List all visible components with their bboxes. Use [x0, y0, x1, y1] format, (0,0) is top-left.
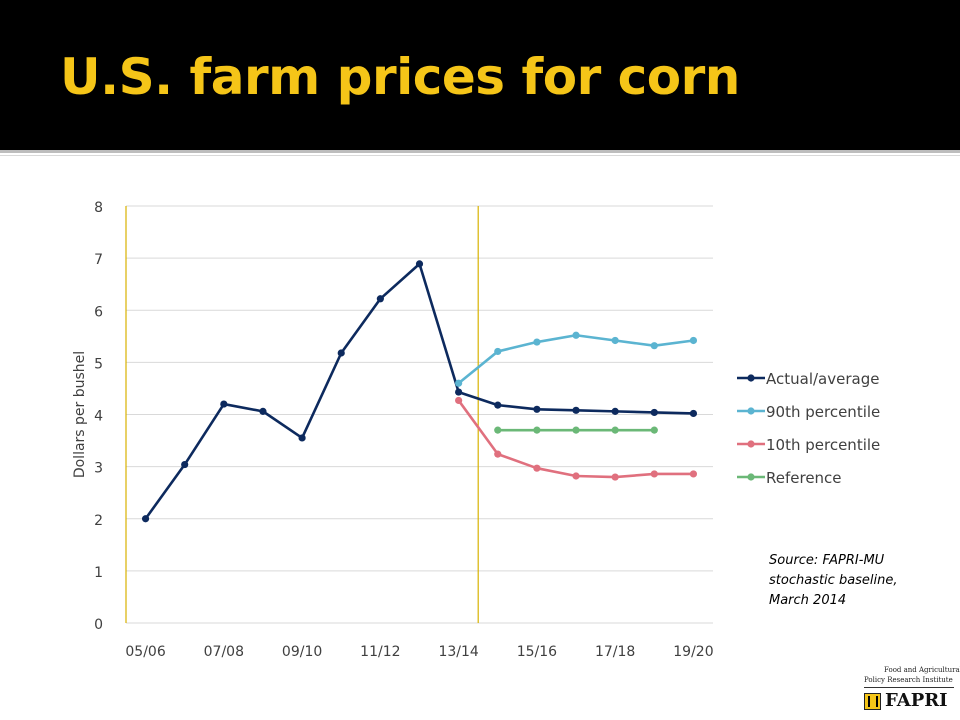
title-divider: [0, 150, 960, 153]
data-point-actual-average: [259, 407, 267, 415]
data-point-actual-average: [650, 408, 658, 417]
y-tick-label: 0: [94, 617, 103, 633]
legend-marker-10th-percentile: [747, 440, 755, 448]
legend-label-90th-percentile: 90th percentile: [766, 403, 880, 421]
legend-label-actual-average: Actual/average: [766, 370, 879, 388]
y-tick-label: 1: [94, 565, 103, 581]
series-line-actual-average: [144, 262, 694, 520]
data-point-10th-percentile: [494, 450, 502, 458]
x-tick-label: 09/10: [282, 644, 322, 660]
data-point-actual-average: [220, 400, 228, 408]
y-tick-label: 2: [94, 513, 103, 529]
data-point-actual-average: [181, 460, 189, 469]
data-point-reference: [494, 426, 502, 434]
title-divider-thin: [0, 155, 960, 156]
slide-title: U.S. farm prices for corn: [60, 48, 740, 106]
y-tick-label: 8: [94, 200, 103, 216]
legend-label-reference: Reference: [766, 469, 842, 487]
x-tick-label: 05/06: [125, 644, 165, 660]
data-point-actual-average: [611, 407, 619, 415]
source-note: Source: FAPRI-MU stochastic baseline, Ma…: [769, 553, 898, 608]
data-point-10th-percentile: [572, 472, 580, 480]
data-point-90th-percentile: [455, 379, 463, 387]
y-tick-label: 6: [94, 304, 103, 320]
data-point-90th-percentile: [494, 347, 502, 356]
data-point-90th-percentile: [611, 336, 619, 345]
data-point-10th-percentile: [650, 470, 658, 478]
data-point-actual-average: [376, 295, 384, 303]
logo-line-2: Policy Research Institute: [864, 676, 953, 684]
data-point-actual-average: [298, 434, 306, 442]
series-line-90th-percentile: [457, 333, 694, 385]
data-point-90th-percentile: [689, 336, 698, 345]
legend-marker-reference: [747, 473, 755, 481]
data-point-actual-average: [455, 388, 463, 396]
data-point-actual-average: [141, 515, 150, 523]
data-point-90th-percentile: [572, 331, 580, 339]
data-point-actual-average: [689, 409, 698, 418]
x-tick-label: 17/18: [595, 644, 635, 660]
logo-wordmark: FAPRI: [885, 690, 948, 711]
legend-label-10th-percentile: 10th percentile: [766, 436, 880, 454]
data-point-actual-average: [494, 401, 502, 409]
data-point-10th-percentile: [689, 470, 698, 478]
title-bar: U.S. farm prices for corn: [0, 0, 960, 150]
legend-marker-90th-percentile: [747, 407, 755, 415]
y-tick-label: 7: [94, 252, 103, 268]
data-point-reference: [611, 426, 619, 434]
data-point-reference: [650, 426, 658, 434]
data-point-reference: [572, 426, 580, 434]
data-point-actual-average: [337, 349, 345, 357]
data-point-actual-average: [533, 405, 541, 413]
data-point-actual-average: [572, 406, 580, 414]
legend-marker-actual-average: [747, 374, 755, 382]
x-tick-label: 19/20: [673, 644, 713, 660]
logo-line-1: Food and Agricultural: [884, 666, 960, 674]
logo-rule: [864, 687, 954, 688]
y-tick-label: 5: [94, 356, 103, 372]
data-point-10th-percentile: [611, 473, 619, 481]
y-axis-label: Dollars per bushel: [72, 351, 88, 478]
data-point-actual-average: [415, 260, 424, 268]
x-tick-label: 13/14: [438, 644, 478, 660]
y-tick-label: 3: [94, 461, 103, 477]
data-point-90th-percentile: [533, 338, 541, 346]
x-tick-label: 07/08: [204, 644, 244, 660]
data-point-10th-percentile: [455, 396, 463, 405]
data-point-90th-percentile: [650, 342, 658, 350]
mizzou-tiger-icon: [864, 693, 881, 710]
fapri-logo: Food and Agricultural Policy Research In…: [862, 662, 960, 716]
x-tick-label: 15/16: [517, 644, 557, 660]
x-tick-label: 11/12: [360, 644, 400, 660]
y-tick-label: 4: [94, 409, 103, 425]
data-point-10th-percentile: [533, 464, 541, 472]
data-point-reference: [533, 426, 541, 434]
